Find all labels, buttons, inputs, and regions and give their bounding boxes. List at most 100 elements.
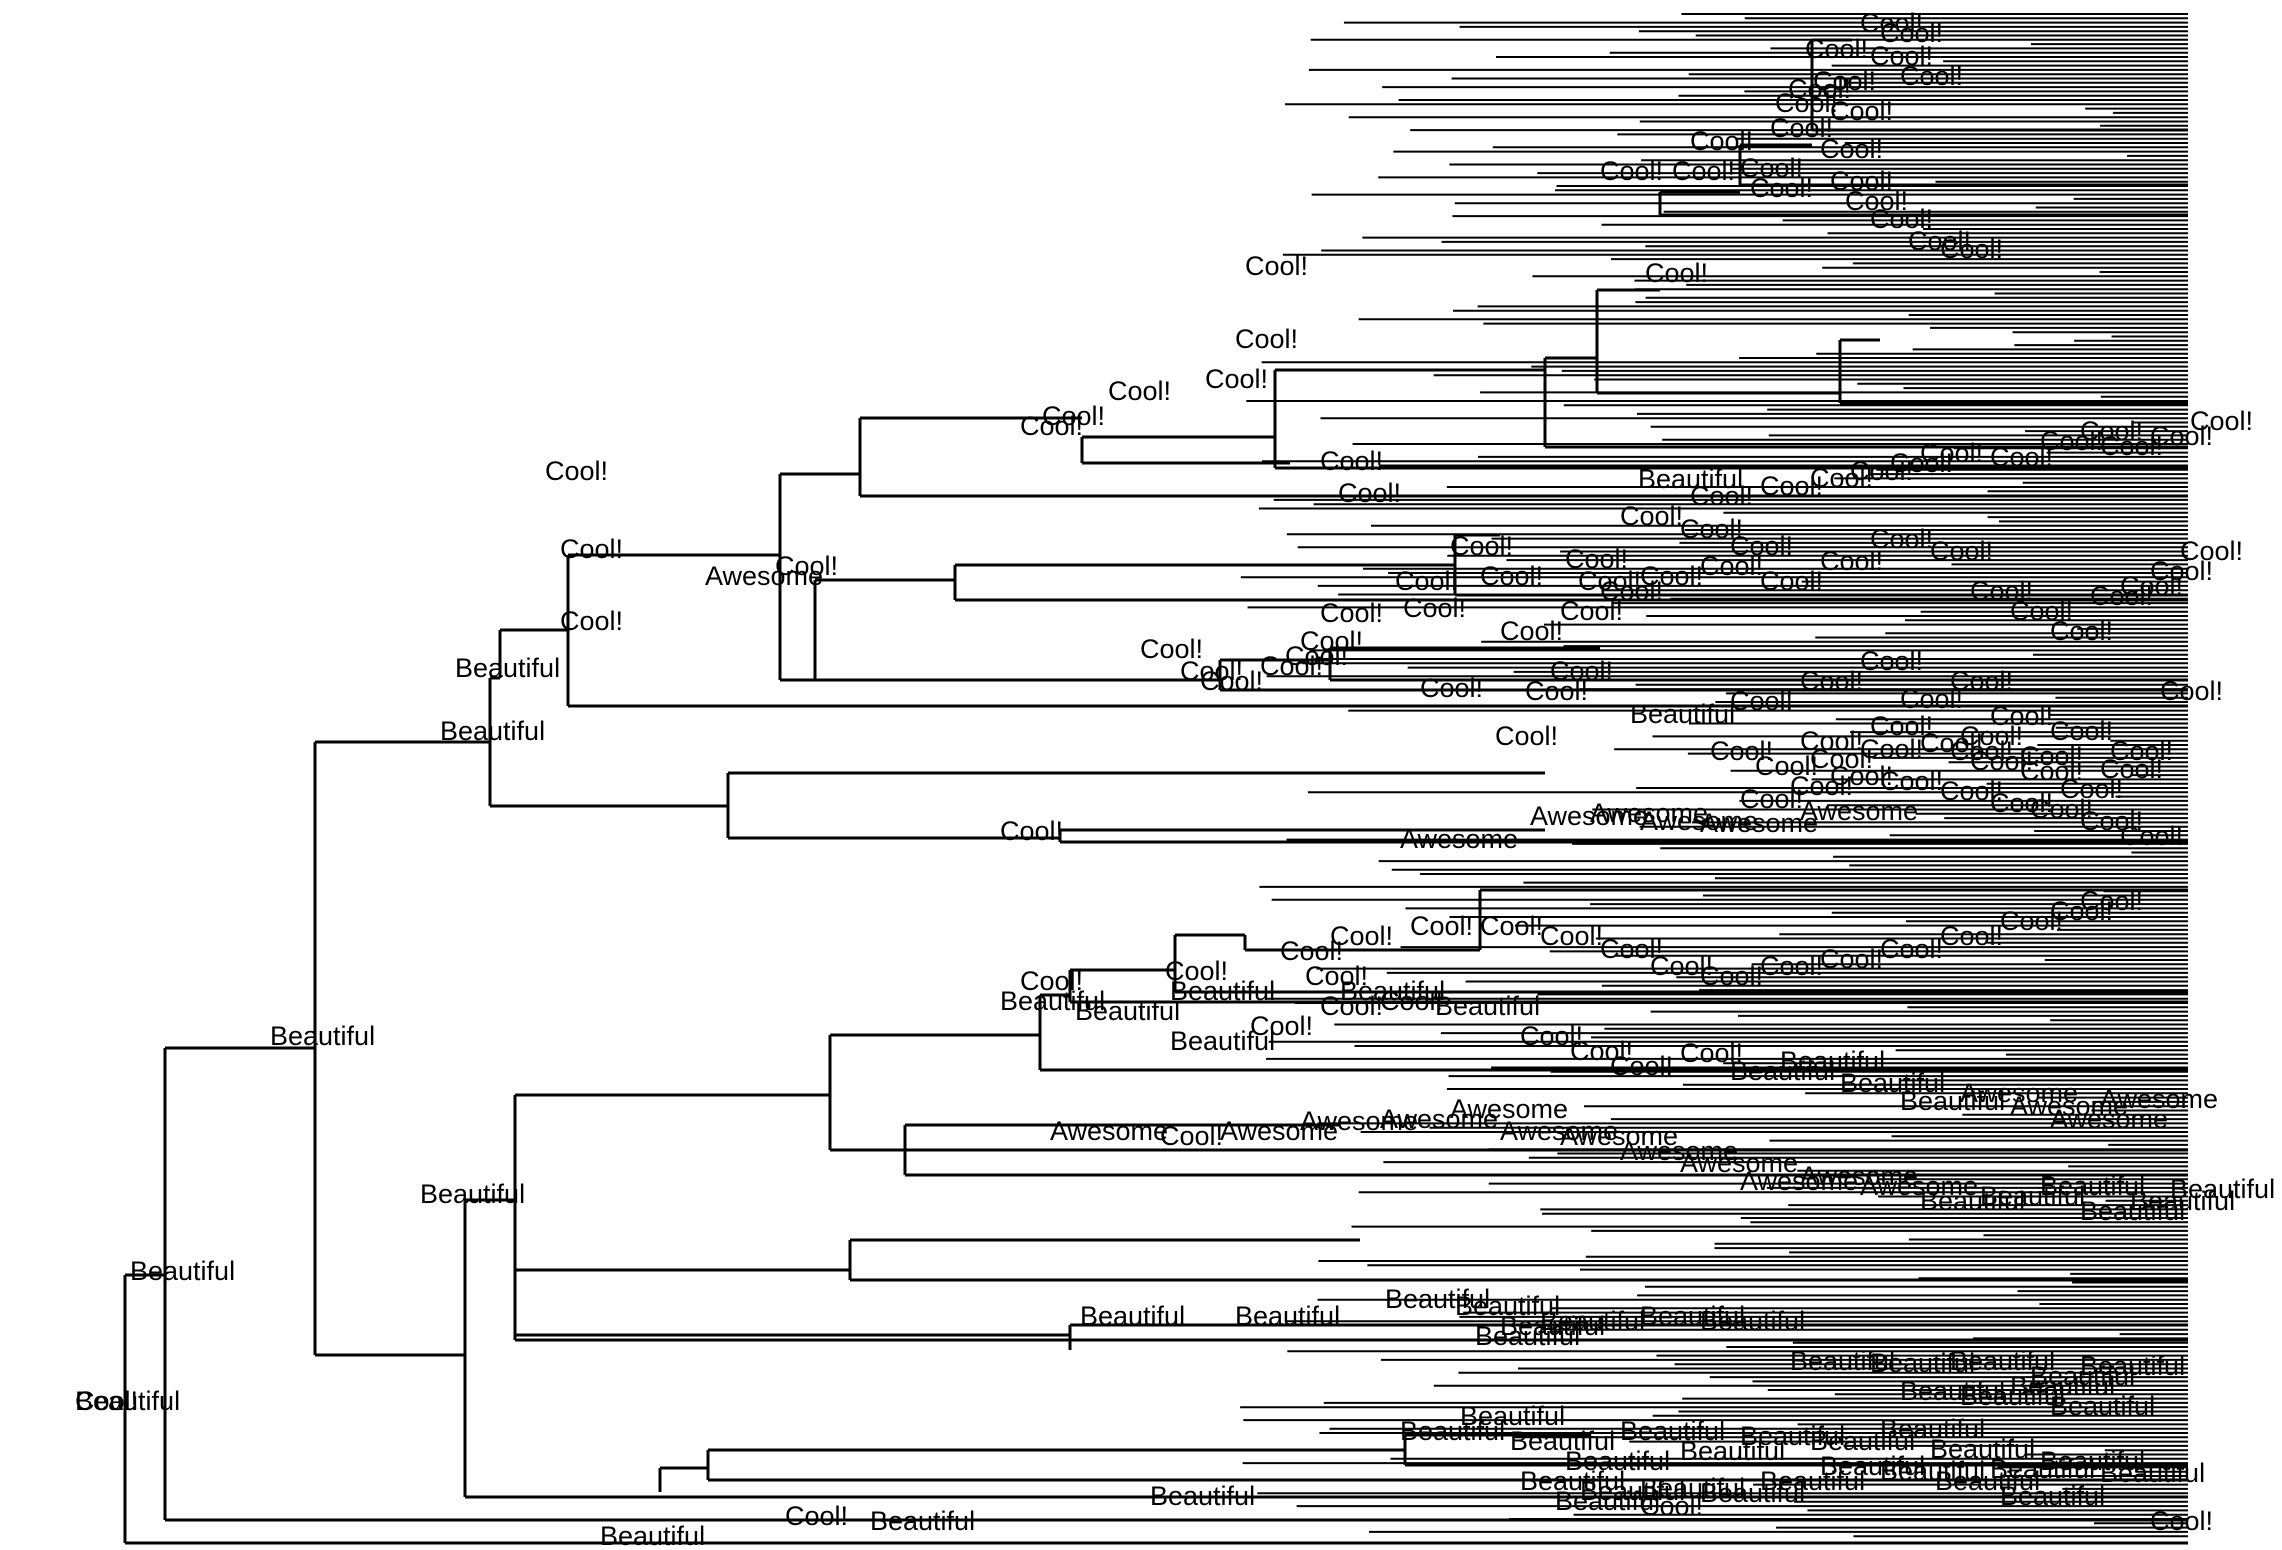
node-label: Awesome: [2010, 1091, 2128, 1121]
node-label: Cool!: [1180, 656, 1243, 686]
node-label: Cool!: [1403, 593, 1466, 623]
node-label: Beautiful: [1780, 1046, 1885, 1076]
node-label: Beautiful: [2170, 1174, 2275, 1204]
node-label: Awesome: [1590, 798, 1708, 828]
node-label: Cool!: [1330, 921, 1393, 951]
node-label: Beautiful: [1540, 1306, 1645, 1336]
node-label: Cool!: [1410, 911, 1473, 941]
node-label: Beautiful: [1435, 991, 1540, 1021]
node-label: Cool!: [2080, 886, 2143, 916]
node-label: Cool!: [1800, 726, 1863, 756]
node-label: Cool!: [1870, 711, 1933, 741]
node-label: Beautiful: [2040, 1171, 2145, 1201]
node-label: Cool!: [2020, 741, 2083, 771]
node-label: Beautiful: [1960, 1381, 2065, 1411]
node-label: Cool!: [1880, 18, 1943, 48]
node-label: Beautiful: [1980, 1181, 2085, 1211]
node-label: Cool!: [1578, 566, 1641, 596]
node-label: Awesome: [1300, 1106, 1418, 1136]
node-label: Cool!: [1500, 616, 1563, 646]
node-label: Cool!: [1305, 961, 1368, 991]
node-label: Cool!: [1810, 744, 1873, 774]
node-label: Awesome: [1500, 1116, 1618, 1146]
node-label: Beautiful: [1640, 1473, 1745, 1503]
node-label: Cool!: [1830, 96, 1893, 126]
node-label: Beautiful: [1935, 1466, 2040, 1496]
node-label: Cool!: [2020, 756, 2083, 786]
node-label: Cool!: [1205, 364, 1268, 394]
node-label: Awesome: [1680, 1148, 1798, 1178]
node-label: Cool!: [2120, 821, 2183, 851]
node-label: Cool!: [1830, 761, 1893, 791]
node-label: Beautiful: [1810, 1426, 1915, 1456]
node-label: Cool!: [2050, 616, 2113, 646]
node-label: Cool!: [1600, 576, 1663, 606]
node-label: Beautiful: [455, 653, 560, 683]
node-label: Cool!: [1870, 41, 1933, 71]
node-label: Beautiful: [1638, 464, 1743, 494]
node-label: Beautiful: [75, 1386, 180, 1416]
node-label: Beautiful: [1075, 996, 1180, 1026]
node-label: Beautiful: [1565, 1446, 1670, 1476]
node-label: Cool!: [1930, 536, 1993, 566]
node-label: Beautiful: [1640, 1301, 1745, 1331]
node-label: Cool!: [2000, 906, 2063, 936]
node-label: Beautiful: [1730, 1056, 1835, 1086]
node-label: Cool!: [1640, 561, 1703, 591]
node-label: Cool!: [2160, 676, 2223, 706]
node-label: Cool!: [2080, 416, 2143, 446]
node-label: Beautiful: [1340, 976, 1445, 1006]
node-label: Beautiful: [2030, 1361, 2135, 1391]
node-label: Cool!: [785, 1501, 848, 1531]
node-label: Cool!: [1940, 234, 2003, 264]
node-label: Cool!: [1860, 8, 1923, 38]
node-label: Cool!: [1890, 448, 1953, 478]
node-label: Cool!: [1620, 501, 1683, 531]
node-label: Cool!: [1338, 478, 1401, 508]
node-label: Cool!: [1950, 666, 2013, 696]
node-label: Cool!: [2060, 774, 2123, 804]
node-label: Cool!: [1740, 153, 1803, 183]
node-label: Beautiful: [270, 1021, 375, 1051]
node-label: Cool!: [1990, 442, 2053, 472]
node-label: Beautiful: [1510, 1426, 1615, 1456]
node-label: Beautiful: [1080, 1301, 1185, 1331]
node-label: Cool!: [1235, 324, 1298, 354]
node-label: Beautiful: [870, 1506, 975, 1536]
node-label: Beautiful: [1620, 1416, 1725, 1446]
node-label: Cool!: [1970, 746, 2033, 776]
node-label: Beautiful: [2100, 1458, 2205, 1488]
node-label: Cool!: [1550, 656, 1613, 686]
node-label: Cool!: [1165, 956, 1228, 986]
node-label: Cool!: [1810, 463, 1873, 493]
node-label: Awesome: [1620, 1136, 1738, 1166]
node-label: Cool!: [1610, 1051, 1673, 1081]
node-label: Awesome: [1050, 1116, 1168, 1146]
node-label: Beautiful: [1475, 1321, 1580, 1351]
node-label: Cool!: [2180, 536, 2243, 566]
node-label: Beautiful: [2040, 1446, 2145, 1476]
node-label: Cool!: [1320, 446, 1383, 476]
node-label: Cool!: [2050, 896, 2113, 926]
node-label: Cool!: [1800, 666, 1863, 696]
node-label: Awesome: [2050, 1104, 2168, 1134]
node-label: Beautiful: [1000, 986, 1105, 1016]
node-label: Cool!: [1700, 961, 1763, 991]
node-label: Cool!: [1680, 1038, 1743, 1068]
node-label: Cool!: [2110, 736, 2173, 766]
node-label: Cool!: [560, 534, 623, 564]
node-label: Beautiful: [2000, 1481, 2105, 1511]
node-label: Cool!: [1420, 673, 1483, 703]
node-label: Beautiful: [2050, 1391, 2155, 1421]
node-label: Cool!: [1280, 936, 1343, 966]
node-label: Cool!: [1690, 481, 1753, 511]
node-label: Cool!: [1200, 666, 1263, 696]
node-label: Cool!: [2030, 794, 2093, 824]
node-label: Cool!: [1495, 721, 1558, 751]
node-label: Beautiful: [1460, 1401, 1565, 1431]
node-label: Awesome: [1800, 1161, 1918, 1191]
node-label: Cool!: [1690, 126, 1753, 156]
node-label: Cool!: [1250, 1011, 1313, 1041]
node-label: Cool!: [1755, 751, 1818, 781]
node-label: Cool!: [1000, 816, 1063, 846]
